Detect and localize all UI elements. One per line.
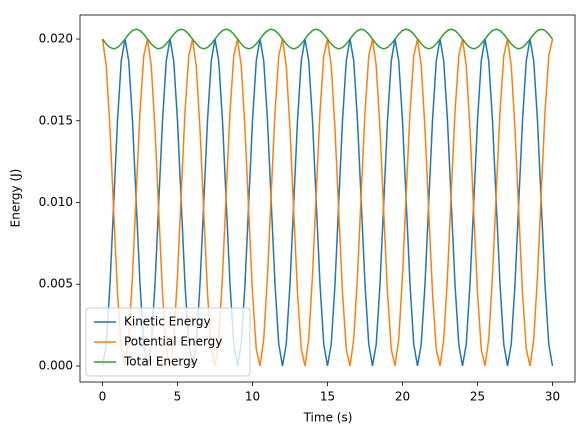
x-axis-label: Time (s) bbox=[303, 411, 353, 425]
legend-label: Potential Energy bbox=[124, 335, 222, 349]
plot-frame bbox=[79, 14, 576, 383]
x-tick-label: 20 bbox=[395, 390, 410, 404]
legend-label: Kinetic Energy bbox=[124, 315, 211, 329]
legend-label: Total Energy bbox=[123, 355, 198, 369]
y-tick-label: 0.005 bbox=[39, 277, 73, 291]
y-tick-label: 0.010 bbox=[39, 195, 73, 209]
series-line bbox=[101, 28, 554, 50]
y-tick-label: 0.020 bbox=[39, 32, 73, 46]
x-tick-label: 15 bbox=[320, 390, 335, 404]
x-tick-label: 5 bbox=[174, 390, 182, 404]
y-axis-label: Energy (J) bbox=[9, 169, 23, 228]
x-tick-label: 30 bbox=[545, 390, 560, 404]
series-line bbox=[101, 38, 554, 367]
x-tick-label: 25 bbox=[470, 390, 485, 404]
legend-box bbox=[85, 307, 251, 377]
x-tick-label: 10 bbox=[245, 390, 260, 404]
y-tick-label: 0.015 bbox=[39, 113, 73, 127]
y-tick-label: 0.000 bbox=[39, 358, 73, 372]
x-tick-label: 0 bbox=[99, 390, 107, 404]
